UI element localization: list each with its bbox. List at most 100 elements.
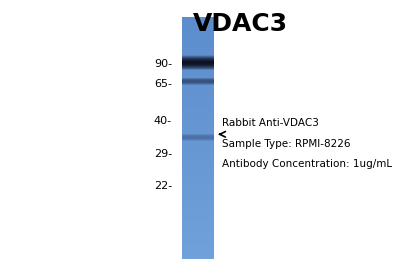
Bar — [182, 165, 214, 166]
Bar — [182, 142, 214, 143]
Bar — [182, 187, 214, 188]
Text: 22-: 22- — [154, 180, 172, 191]
Bar — [182, 86, 214, 87]
Bar — [182, 57, 214, 58]
Bar — [182, 28, 214, 29]
Bar — [182, 238, 214, 239]
Bar — [182, 236, 214, 237]
Text: Rabbit Anti-VDAC3: Rabbit Anti-VDAC3 — [222, 119, 319, 128]
Bar — [182, 49, 214, 50]
Bar — [182, 61, 214, 62]
Bar — [182, 167, 214, 168]
Bar — [182, 136, 214, 137]
Bar — [182, 184, 214, 185]
Bar — [182, 139, 214, 140]
Bar — [182, 79, 214, 80]
Text: Sample Type: RPMI-8226: Sample Type: RPMI-8226 — [222, 139, 350, 148]
Bar — [182, 194, 214, 195]
Bar — [182, 237, 214, 238]
Bar — [182, 146, 214, 147]
Bar — [182, 97, 214, 98]
Bar — [182, 205, 214, 206]
Bar — [182, 106, 214, 107]
Bar — [182, 126, 214, 127]
Bar — [182, 210, 214, 211]
Bar — [182, 116, 214, 117]
Bar — [182, 89, 214, 90]
Bar — [182, 151, 214, 152]
Bar — [182, 105, 214, 106]
Bar — [182, 80, 214, 81]
Bar — [182, 132, 214, 133]
Bar — [182, 173, 214, 174]
Bar — [182, 125, 214, 126]
Bar — [182, 246, 214, 247]
Bar — [182, 56, 214, 57]
Bar — [182, 54, 214, 55]
Bar — [182, 52, 214, 53]
Bar — [182, 32, 214, 33]
Bar — [182, 108, 214, 109]
Bar — [182, 177, 214, 178]
Bar — [182, 233, 214, 234]
Bar — [182, 160, 214, 161]
Bar — [182, 185, 214, 186]
Bar — [182, 137, 214, 138]
Bar — [182, 131, 214, 132]
Bar — [182, 36, 214, 37]
Bar — [182, 24, 214, 25]
Bar — [182, 174, 214, 175]
Bar — [182, 123, 214, 124]
Bar — [182, 50, 214, 51]
Bar — [182, 257, 214, 258]
Bar — [182, 26, 214, 27]
Bar — [182, 239, 214, 240]
Bar — [182, 207, 214, 208]
Bar — [182, 180, 214, 181]
Bar — [182, 67, 214, 68]
Bar — [182, 113, 214, 114]
Bar — [182, 43, 214, 44]
Bar — [182, 179, 214, 180]
Bar — [182, 19, 214, 20]
Bar — [182, 102, 214, 103]
Text: Antibody Concentration: 1ug/mL: Antibody Concentration: 1ug/mL — [222, 159, 392, 168]
Text: 40-: 40- — [154, 116, 172, 127]
Bar — [182, 220, 214, 221]
Bar — [182, 59, 214, 60]
Bar — [182, 53, 214, 54]
Bar — [182, 147, 214, 148]
Bar — [182, 103, 214, 104]
Bar — [182, 115, 214, 116]
Bar — [182, 109, 214, 110]
Bar — [182, 133, 214, 134]
Text: 65-: 65- — [154, 79, 172, 89]
Bar — [182, 193, 214, 194]
Bar — [182, 231, 214, 232]
Bar — [182, 62, 214, 63]
Bar — [182, 178, 214, 179]
Bar — [182, 162, 214, 163]
Bar — [182, 128, 214, 129]
Bar — [182, 225, 214, 226]
Bar — [182, 189, 214, 190]
Bar — [182, 122, 214, 123]
Bar — [182, 156, 214, 157]
Bar — [182, 70, 214, 71]
Bar — [182, 253, 214, 254]
Bar — [182, 21, 214, 22]
Bar — [182, 48, 214, 49]
Bar — [182, 65, 214, 66]
Bar — [182, 219, 214, 220]
Bar — [182, 196, 214, 197]
Bar — [182, 78, 214, 79]
Bar — [182, 159, 214, 160]
Bar — [182, 181, 214, 182]
Bar — [182, 232, 214, 233]
Bar — [182, 104, 214, 105]
Bar — [182, 169, 214, 170]
Bar — [182, 216, 214, 217]
Bar — [182, 228, 214, 229]
Bar — [182, 215, 214, 216]
Bar — [182, 92, 214, 93]
